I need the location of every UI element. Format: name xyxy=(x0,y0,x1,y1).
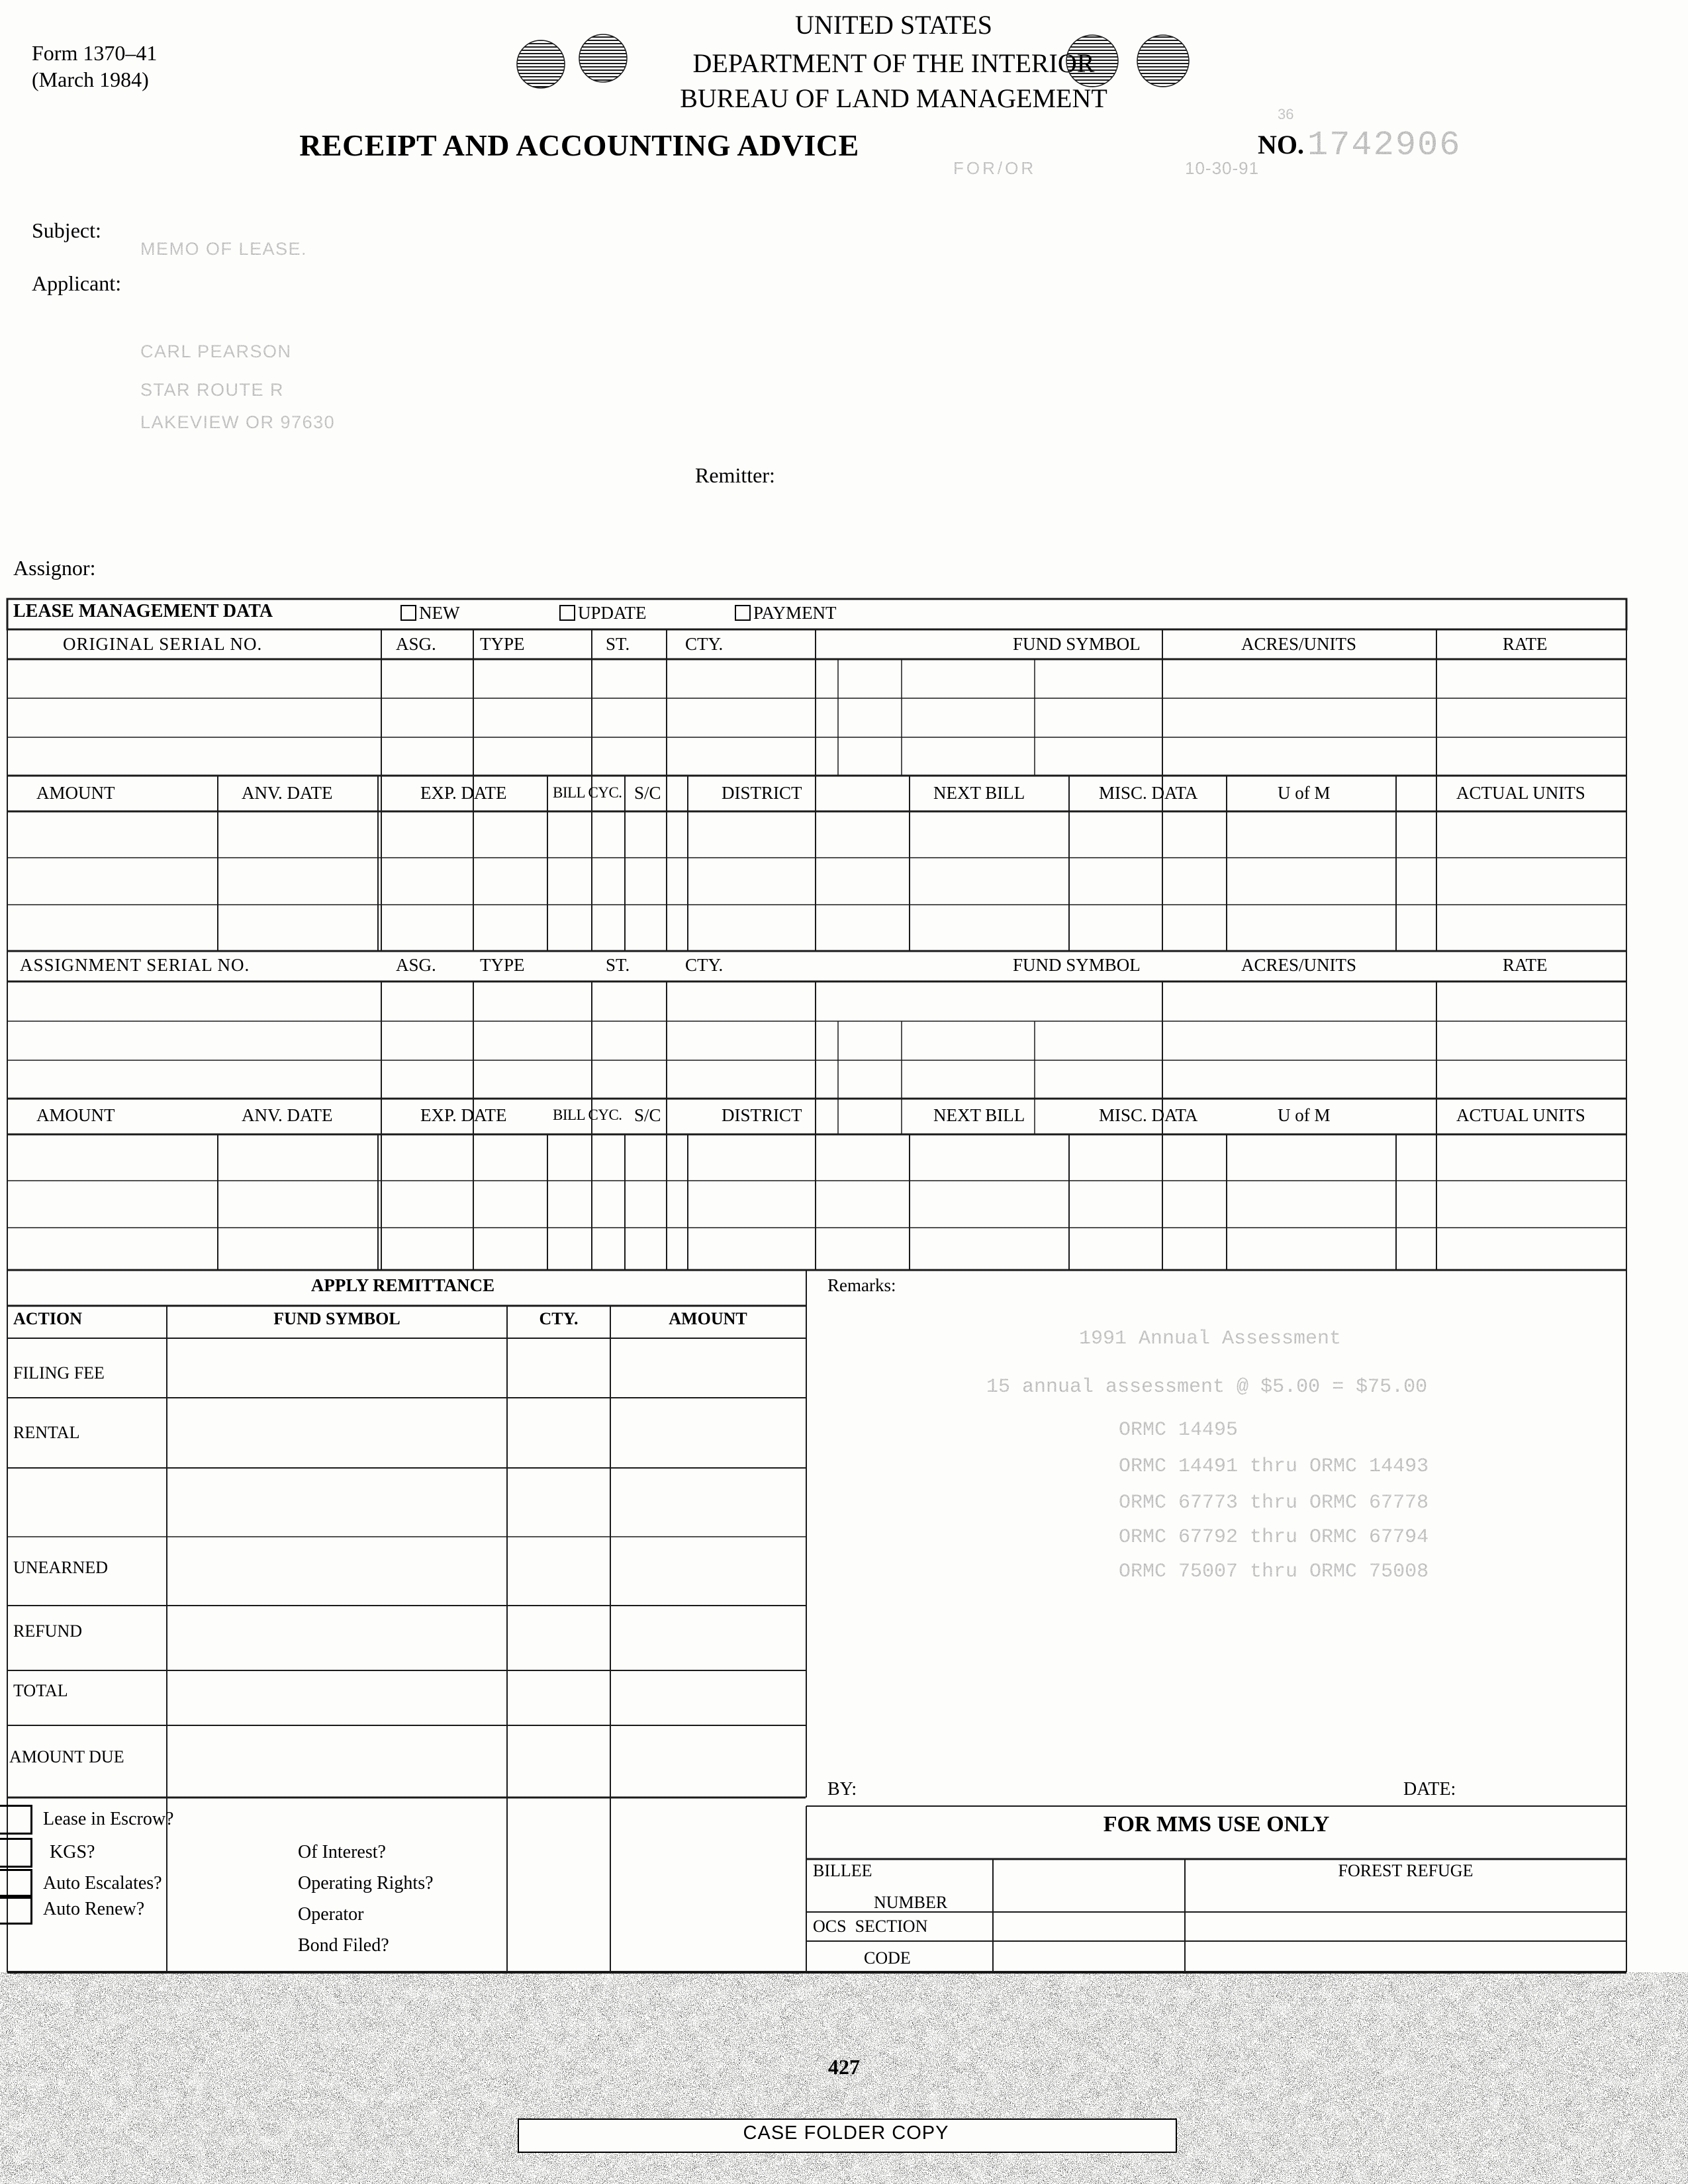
svg-text:ORMC 14491 thru ORMC 14493: ORMC 14491 thru ORMC 14493 xyxy=(1119,1455,1429,1478)
svg-text:ORMC 75007 thru ORMC 75008: ORMC 75007 thru ORMC 75008 xyxy=(1119,1561,1429,1583)
svg-text:ORMC 67792 thru ORMC 67794: ORMC 67792 thru ORMC 67794 xyxy=(1119,1526,1429,1549)
svg-text:ORMC 14495: ORMC 14495 xyxy=(1119,1419,1238,1441)
svg-text:1991 Annual Assessment: 1991 Annual Assessment xyxy=(1079,1328,1341,1350)
svg-text:15 annual assessment @ $5.00 =: 15 annual assessment @ $5.00 = $75.00 xyxy=(986,1376,1427,1398)
svg-text:ORMC 67773 thru ORMC 67778: ORMC 67773 thru ORMC 67778 xyxy=(1119,1492,1429,1514)
